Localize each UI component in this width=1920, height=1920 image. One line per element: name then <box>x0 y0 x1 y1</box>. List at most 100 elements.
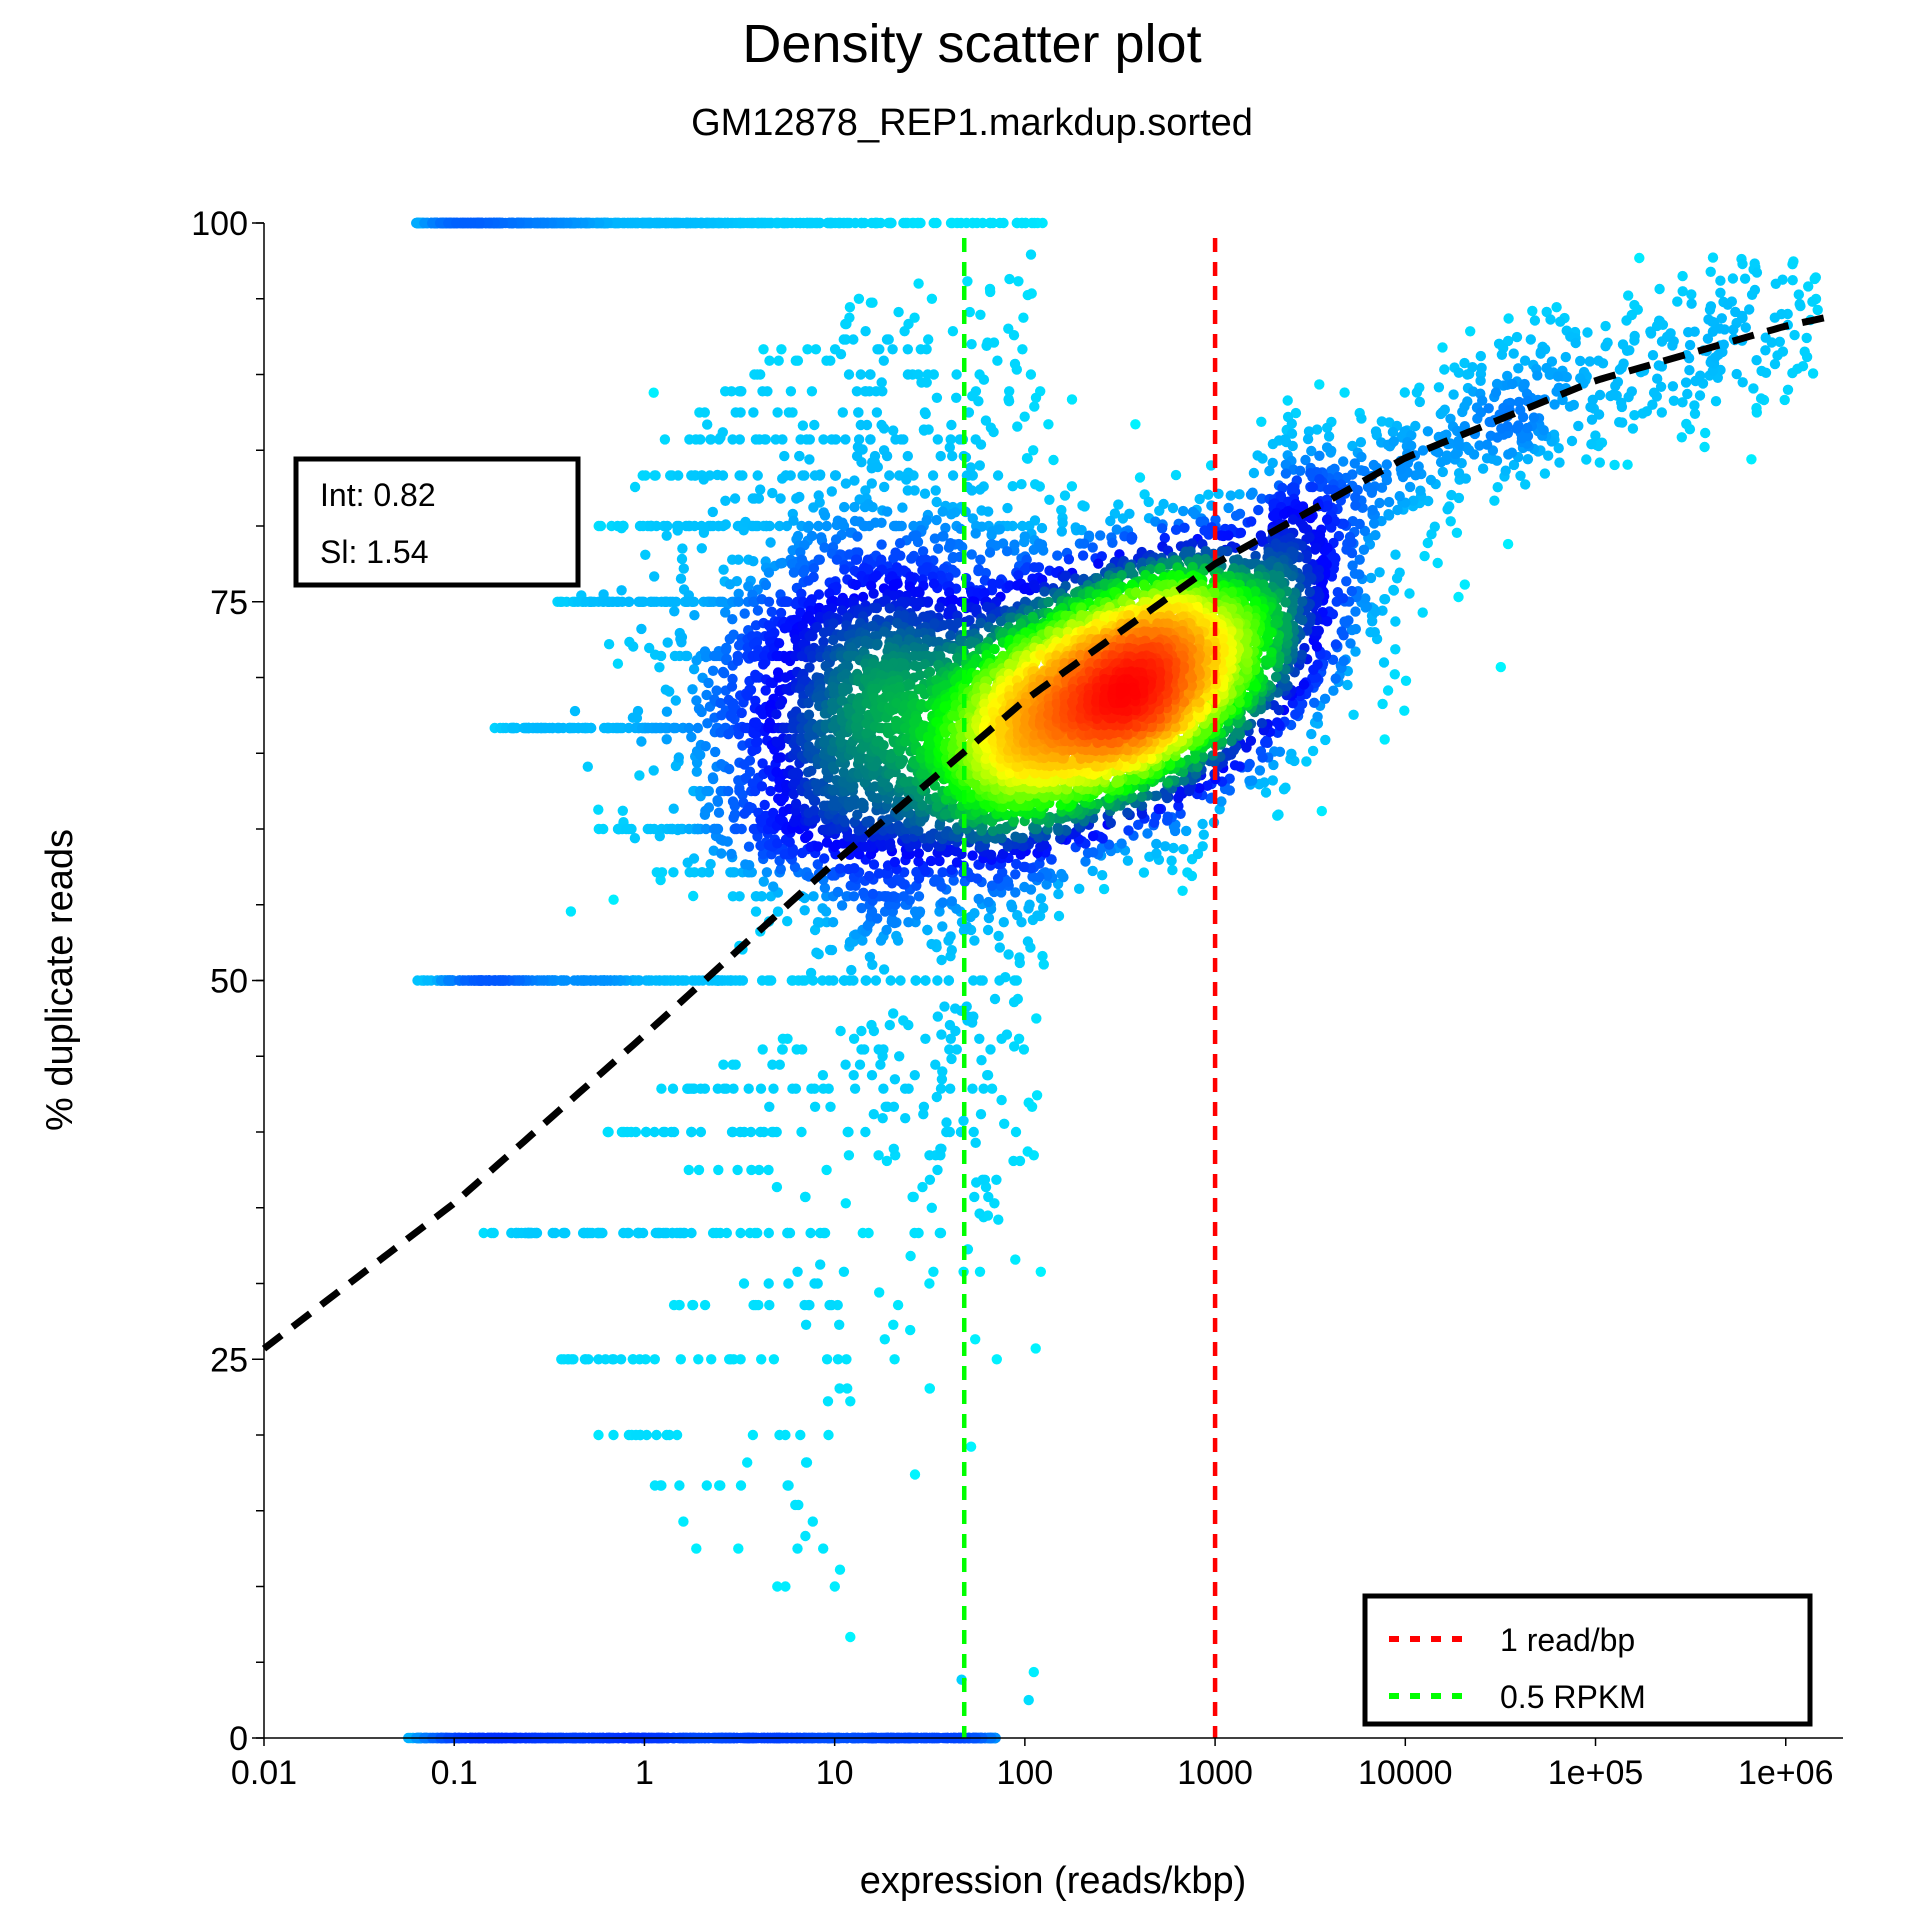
scatter-point <box>1740 322 1752 333</box>
scatter-point <box>764 1101 775 1113</box>
scatter-point <box>734 891 745 902</box>
scatter-point <box>1527 305 1538 317</box>
scatter-point <box>478 1227 489 1239</box>
scatter-point <box>1107 537 1118 548</box>
scatter-point <box>649 1126 660 1138</box>
scatter-point <box>1492 482 1503 493</box>
scatter-point <box>1123 825 1134 836</box>
scatter-point <box>755 484 766 495</box>
scatter-point <box>732 1164 743 1176</box>
scatter-point <box>656 867 668 878</box>
scatter-point <box>856 457 867 468</box>
scatter-point <box>669 606 680 617</box>
scatter-point <box>673 470 684 481</box>
scatter-point <box>1677 397 1688 408</box>
scatter-point <box>1012 421 1023 432</box>
scatter-point <box>1244 758 1255 770</box>
scatter-point <box>1404 481 1416 493</box>
scatter-point <box>580 975 591 986</box>
scatter-point <box>1354 518 1365 530</box>
scatter-point <box>825 1101 836 1113</box>
scatter-point <box>780 596 792 607</box>
scatter-point <box>617 805 628 816</box>
scatter-point <box>651 1429 662 1441</box>
scatter-point <box>809 1101 821 1113</box>
scatter-point <box>693 1164 705 1176</box>
scatter-point <box>656 1083 667 1094</box>
scatter-point <box>771 709 782 720</box>
scatter-point <box>865 297 877 308</box>
scatter-point <box>768 1083 779 1094</box>
scatter-point <box>921 377 932 388</box>
scatter-point <box>1682 388 1693 400</box>
scatter-point <box>1321 442 1333 453</box>
scatter-point <box>881 450 893 462</box>
scatter-point <box>930 485 941 496</box>
scatter-point <box>780 1429 791 1441</box>
scatter-point <box>752 605 764 616</box>
scatter-point <box>739 808 750 819</box>
scatter-point <box>1554 457 1565 468</box>
scatter-point <box>966 339 977 350</box>
scatter-point <box>876 377 887 388</box>
scatter-point <box>1730 306 1741 318</box>
scatter-point <box>629 833 641 844</box>
scatter-point <box>969 935 980 946</box>
scatter-point <box>901 474 912 485</box>
scatter-point <box>717 835 729 846</box>
scatter-point <box>1399 387 1411 398</box>
scatter-point <box>945 217 957 229</box>
scatter-point <box>932 1011 943 1022</box>
scatter-point <box>974 1266 986 1278</box>
scatter-point <box>1262 737 1273 748</box>
scatter-point <box>823 1429 834 1441</box>
scatter-point <box>893 306 904 318</box>
scatter-point <box>1573 420 1584 432</box>
scatter-point <box>655 650 667 662</box>
scatter-point <box>834 1564 846 1575</box>
scatter-point <box>655 1480 666 1491</box>
scatter-point <box>1316 805 1328 817</box>
scatter-point <box>974 1208 985 1219</box>
scatter-point <box>1008 1155 1019 1167</box>
scatter-point <box>655 874 666 886</box>
scatter-point <box>1807 296 1818 307</box>
scatter-point <box>756 975 768 986</box>
scatter-point <box>839 501 850 513</box>
scatter-point <box>1551 302 1562 313</box>
scatter-point <box>616 523 627 534</box>
scatter-point <box>991 1174 1002 1186</box>
scatter-point <box>885 975 896 986</box>
scatter-point <box>1177 885 1188 896</box>
scatter-point <box>1259 777 1270 788</box>
scatter-point <box>976 1055 987 1066</box>
scatter-point <box>947 450 958 462</box>
scatter-point <box>974 1033 985 1045</box>
scatter-point <box>785 386 797 397</box>
scatter-point <box>726 1126 738 1138</box>
scatter-point <box>1022 1146 1033 1157</box>
scatter-point <box>1568 399 1580 411</box>
scatter-point <box>1429 521 1441 532</box>
scatter-point <box>705 858 716 870</box>
scatter-point <box>914 587 925 598</box>
scatter-point <box>724 763 735 775</box>
scatter-point <box>912 536 924 548</box>
scatter-point <box>898 217 909 229</box>
scatter-point <box>744 755 756 766</box>
scatter-point <box>1737 377 1748 388</box>
scatter-point <box>935 450 946 462</box>
scatter-point <box>768 1126 779 1138</box>
scatter-point <box>832 886 844 898</box>
scatter-point <box>1600 320 1611 332</box>
scatter-point <box>984 283 996 295</box>
scatter-point <box>686 731 697 743</box>
scatter-point <box>975 554 986 565</box>
scatter-point <box>713 975 724 986</box>
scatter-point <box>844 975 855 986</box>
scatter-point <box>1053 910 1065 922</box>
scatter-point <box>1235 527 1247 538</box>
scatter-point <box>937 867 948 878</box>
scatter-point <box>803 575 814 586</box>
scatter-point <box>1614 417 1625 428</box>
